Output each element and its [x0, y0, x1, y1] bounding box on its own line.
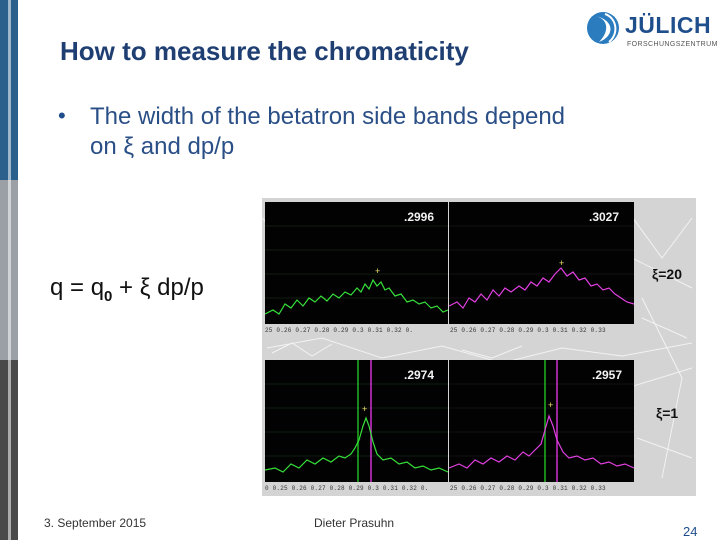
spectrum-figure: + .2996 + .3027 25 0.26 0.27 0.28 0.29 0…: [262, 198, 696, 496]
xi-label-top: ξ=20: [652, 266, 682, 282]
panel-top-left: +: [264, 202, 449, 324]
panel-top-right: +: [448, 202, 635, 324]
footer-author: Dieter Prasuhn: [314, 516, 395, 530]
slide-title: How to measure the chromaticity: [60, 36, 469, 66]
marker-plus: +: [362, 404, 367, 414]
marker-plus: +: [559, 258, 564, 268]
panel-bottom-right: +: [448, 360, 635, 482]
ticks-top-right: 25 0.26 0.27 0.28 0.29 0.3 0.31 0.32 0.3…: [450, 327, 606, 334]
spectrum-trace: +: [448, 225, 635, 309]
logo-name: JÜLICH: [625, 12, 712, 38]
ticks-bottom-left: 0 0.25 0.26 0.27 0.28 0.29 0.3 0.31 0.32…: [265, 485, 429, 492]
marker-plus: +: [548, 400, 553, 410]
value-top-left: .2996: [404, 210, 435, 224]
formula-prefix: q = q: [50, 274, 105, 301]
juelich-logo: JÜLICH FORSCHUNGSZENTRUM: [585, 8, 718, 53]
footer-date: 3. September 2015: [44, 516, 147, 530]
formula-subscript: 0: [104, 287, 113, 305]
spectrum-trace: +: [264, 225, 449, 315]
value-bottom-right: .2957: [592, 368, 623, 382]
page-number: 24: [683, 524, 698, 539]
xi-label-bottom: ξ=1: [656, 405, 679, 421]
spectrum-trace: +: [448, 360, 635, 482]
sidebar-stripe: [8, 0, 11, 540]
logo-icon: [587, 12, 619, 44]
tune-formula: q = q0 + ξ dp/p: [50, 274, 204, 305]
panel-bottom-left: +: [264, 360, 449, 482]
bullet-line-2: on ξ and dp/p: [90, 133, 235, 160]
ticks-bottom-right: 25 0.26 0.27 0.28 0.29 0.3 0.31 0.32 0.3…: [450, 485, 606, 492]
value-top-right: .3027: [589, 210, 620, 224]
sidebar-bar: [0, 0, 18, 540]
bullet-text: The width of the betatron side bands dep…: [90, 102, 670, 162]
marker-plus: +: [375, 266, 380, 276]
spectrum-trace: +: [264, 360, 449, 482]
ticks-top-left: 25 0.26 0.27 0.28 0.29 0.3 0.31 0.32 0.: [265, 327, 414, 334]
formula-suffix: + ξ dp/p: [112, 274, 204, 301]
bullet-line-1: The width of the betatron side bands dep…: [90, 103, 566, 130]
bullet-marker: •: [58, 103, 66, 128]
logo-subtitle: FORSCHUNGSZENTRUM: [627, 41, 718, 48]
value-bottom-left: .2974: [404, 368, 435, 382]
